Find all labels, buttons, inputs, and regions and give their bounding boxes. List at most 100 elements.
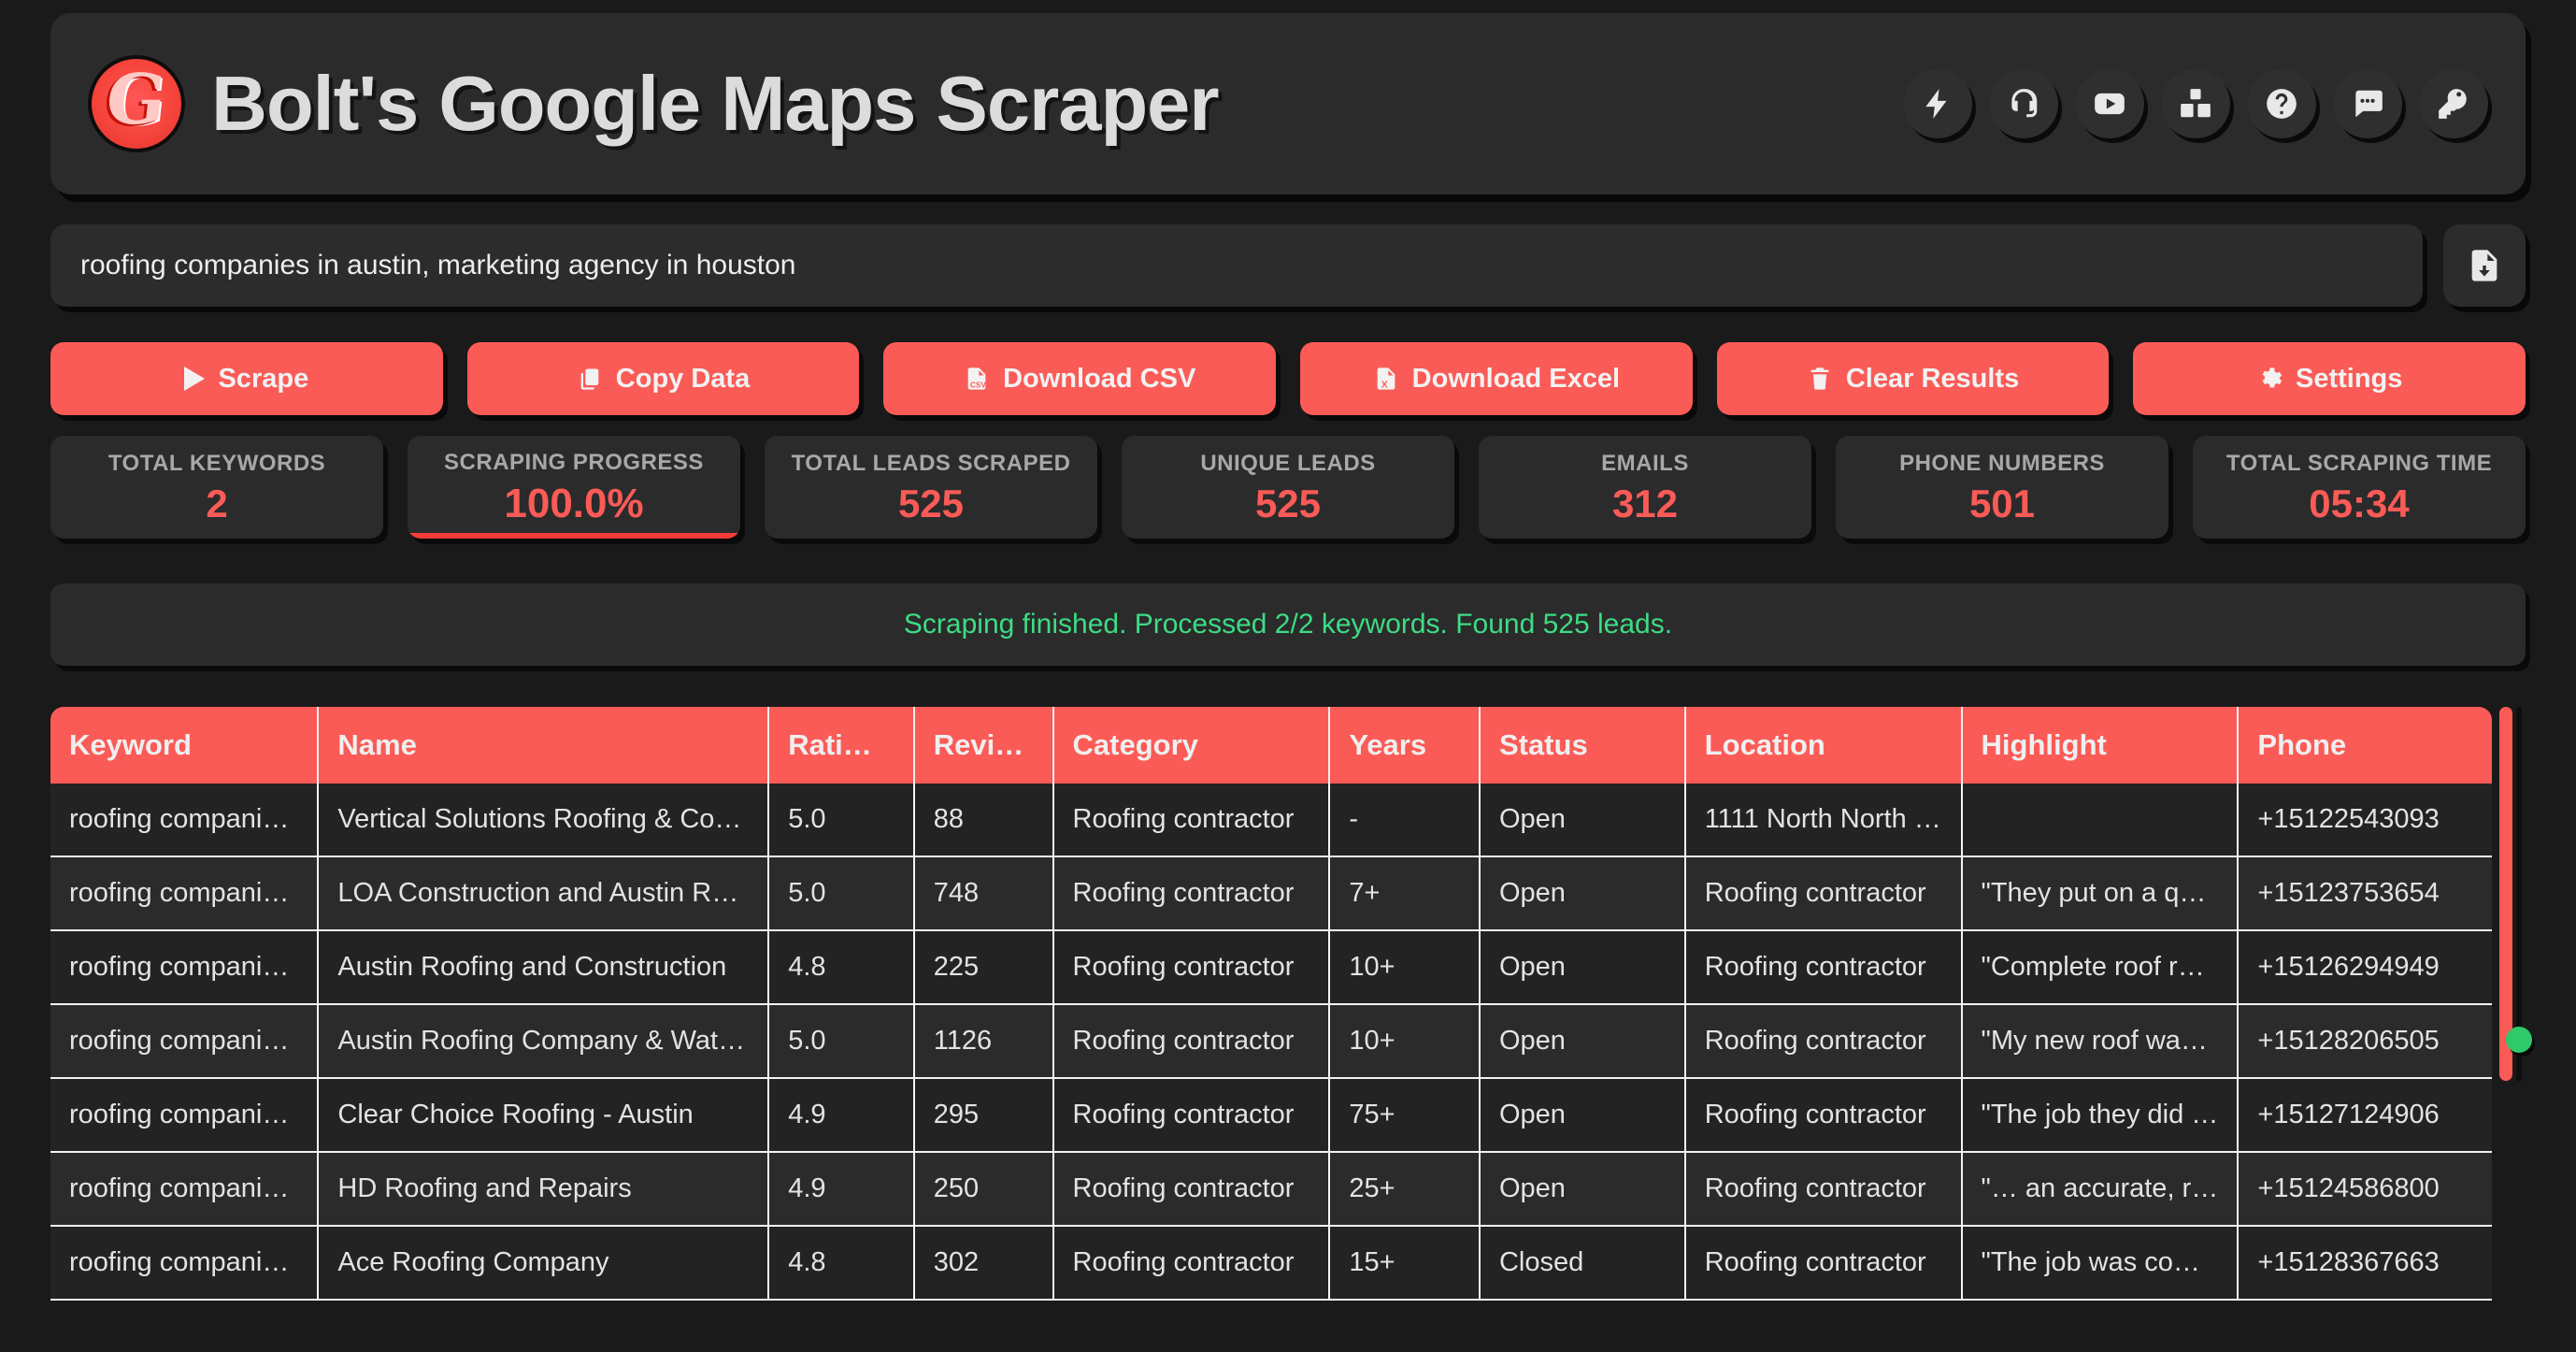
column-header-reviews[interactable]: Revi… xyxy=(914,707,1054,784)
table-cell-years: - xyxy=(1330,784,1481,857)
table-cell-highlight: "… an accurate, r… xyxy=(1962,1153,2240,1227)
table-cell-highlight: "Complete roof re… xyxy=(1962,931,2240,1005)
table-header-row: Keyword Name Rati… Revi… Category Years … xyxy=(50,707,2492,784)
table-cell-rati: 5.0 xyxy=(769,1005,915,1079)
app-logo: G xyxy=(88,55,185,152)
column-header-location[interactable]: Location xyxy=(1685,707,1963,784)
table-row[interactable]: roofing compani… Clear Choice Roofing - A… xyxy=(50,1079,2492,1153)
table-cell-keyword: roofing compani… xyxy=(50,1153,320,1227)
settings-button[interactable]: Settings xyxy=(2133,342,2526,415)
results-table-wrap: Keyword Name Rati… Revi… Category Years … xyxy=(50,707,2532,1301)
table-cell-status: Open xyxy=(1480,784,1686,857)
stat-label: SCRAPING PROGRESS xyxy=(444,450,704,475)
stat-value: 05:34 xyxy=(2309,482,2410,525)
headset-icon[interactable] xyxy=(1989,69,2058,138)
table-cell-highlight xyxy=(1962,784,2240,857)
table-row[interactable]: roofing compani… Ace Roofing Company 4.8 30… xyxy=(50,1227,2492,1301)
table-row[interactable]: roofing compani… Austin Roofing Company &… xyxy=(50,1005,2492,1079)
csv-file-icon: CSV xyxy=(967,367,986,390)
products-icon[interactable] xyxy=(2161,69,2230,138)
file-upload-icon[interactable] xyxy=(2443,224,2526,307)
logo-letter: G xyxy=(102,60,171,140)
table-row[interactable]: roofing compani… Austin Roofing and Const… xyxy=(50,931,2492,1005)
table-cell-highlight: "The job was com… xyxy=(1962,1227,2240,1301)
table-cell-category: Roofing contractor xyxy=(1053,1227,1331,1301)
copy-data-button[interactable]: Copy Data xyxy=(466,342,860,415)
table-cell-revi: 250 xyxy=(914,1153,1054,1227)
results-scrollbar[interactable] xyxy=(2499,707,2512,1081)
table-cell-highlight: "My new roof was… xyxy=(1962,1005,2240,1079)
page-title: Bolt's Google Maps Scraper xyxy=(211,60,1220,147)
table-cell-keyword: roofing compani… xyxy=(50,1005,320,1079)
stat-card-total-scraping-time: TOTAL SCRAPING TIME 05:34 xyxy=(2193,436,2526,539)
table-cell-category: Roofing contractor xyxy=(1053,931,1331,1005)
stat-label: TOTAL KEYWORDS xyxy=(107,451,326,476)
table-cell-rati: 4.9 xyxy=(769,1079,915,1153)
column-header-name[interactable]: Name xyxy=(319,707,770,784)
stat-label: UNIQUE LEADS xyxy=(1200,451,1376,476)
table-row[interactable]: roofing compani… LOA Construction and Aus… xyxy=(50,857,2492,931)
stat-label: PHONE NUMBERS xyxy=(1899,451,2105,476)
table-body: roofing compani… Vertical Solutions Roofi… xyxy=(50,784,2492,1301)
stat-value: 501 xyxy=(1968,482,2036,525)
table-cell-years: 10+ xyxy=(1330,1005,1481,1079)
table-cell-rati: 5.0 xyxy=(769,784,915,857)
stats-row: TOTAL KEYWORDS 2 SCRAPING PROGRESS 100.0… xyxy=(50,436,2526,539)
table-cell-name: Vertical Solutions Roofing & Con… xyxy=(319,784,770,857)
scroll-position-indicator[interactable] xyxy=(2506,1027,2532,1053)
copy-data-button-label: Copy Data xyxy=(615,363,751,394)
scrape-button[interactable]: Scrape xyxy=(50,342,443,415)
stat-card-emails: EMAILS 312 xyxy=(1479,436,1811,539)
table-cell-highlight: "They put on a qu… xyxy=(1962,857,2240,931)
lightning-bolt-icon[interactable] xyxy=(1903,69,1972,138)
table-head: Keyword Name Rati… Revi… Category Years … xyxy=(50,707,2492,784)
action-toolbar: Scrape Copy Data CSV Download CSV X Down… xyxy=(50,342,2526,415)
keyword-search-box[interactable] xyxy=(50,224,2423,307)
search-input[interactable] xyxy=(80,250,2393,281)
svg-text:X: X xyxy=(1381,379,1387,390)
table-cell-category: Roofing contractor xyxy=(1053,1153,1331,1227)
column-header-keyword[interactable]: Keyword xyxy=(50,707,320,784)
column-header-years[interactable]: Years xyxy=(1330,707,1481,784)
download-excel-button-label: Download Excel xyxy=(1411,363,1621,394)
download-csv-button[interactable]: CSV Download CSV xyxy=(883,342,1277,415)
table-cell-rati: 5.0 xyxy=(769,857,915,931)
search-row xyxy=(50,224,2526,307)
table-cell-category: Roofing contractor xyxy=(1053,784,1331,857)
table-cell-phone: +15122543093 xyxy=(2239,784,2492,857)
stat-card-total-leads-scraped: TOTAL LEADS SCRAPED 525 xyxy=(765,436,1097,539)
stat-card-phone-numbers: PHONE NUMBERS 501 xyxy=(1836,436,2168,539)
svg-text:CSV: CSV xyxy=(970,381,986,389)
table-row[interactable]: roofing compani… HD Roofing and Repairs 4.… xyxy=(50,1153,2492,1227)
table-cell-location: Roofing contractor xyxy=(1685,1079,1963,1153)
table-cell-name: LOA Construction and Austin Ro… xyxy=(319,857,770,931)
settings-button-label: Settings xyxy=(2295,363,2403,394)
table-cell-location: Roofing contractor xyxy=(1685,931,1963,1005)
column-header-phone[interactable]: Phone xyxy=(2239,707,2492,784)
table-cell-years: 25+ xyxy=(1330,1153,1481,1227)
table-cell-rati: 4.9 xyxy=(769,1153,915,1227)
youtube-icon[interactable] xyxy=(2075,69,2144,138)
table-cell-status: Open xyxy=(1480,1005,1686,1079)
clear-results-button[interactable]: Clear Results xyxy=(1716,342,2110,415)
chat-icon[interactable] xyxy=(2333,69,2402,138)
table-cell-status: Open xyxy=(1480,1153,1686,1227)
table-cell-location: Roofing contractor xyxy=(1685,1005,1963,1079)
column-header-status[interactable]: Status xyxy=(1480,707,1686,784)
column-header-rating[interactable]: Rati… xyxy=(769,707,915,784)
download-excel-button[interactable]: X Download Excel xyxy=(1300,342,1693,415)
table-cell-location: Roofing contractor xyxy=(1685,1153,1963,1227)
table-row[interactable]: roofing compani… Vertical Solutions Roofi… xyxy=(50,784,2492,857)
key-icon[interactable] xyxy=(2419,69,2488,138)
table-cell-status: Closed xyxy=(1480,1227,1686,1301)
play-icon xyxy=(184,367,206,391)
clear-results-button-label: Clear Results xyxy=(1845,363,2020,394)
table-cell-revi: 295 xyxy=(914,1079,1054,1153)
help-icon[interactable] xyxy=(2247,69,2316,138)
table-cell-years: 7+ xyxy=(1330,857,1481,931)
table-cell-keyword: roofing compani… xyxy=(50,1227,320,1301)
column-header-highlight[interactable]: Highlight xyxy=(1962,707,2240,784)
status-message: Scraping finished. Processed 2/2 keyword… xyxy=(903,609,1673,640)
table-cell-location: 1111 North North … xyxy=(1685,784,1963,857)
column-header-category[interactable]: Category xyxy=(1053,707,1331,784)
